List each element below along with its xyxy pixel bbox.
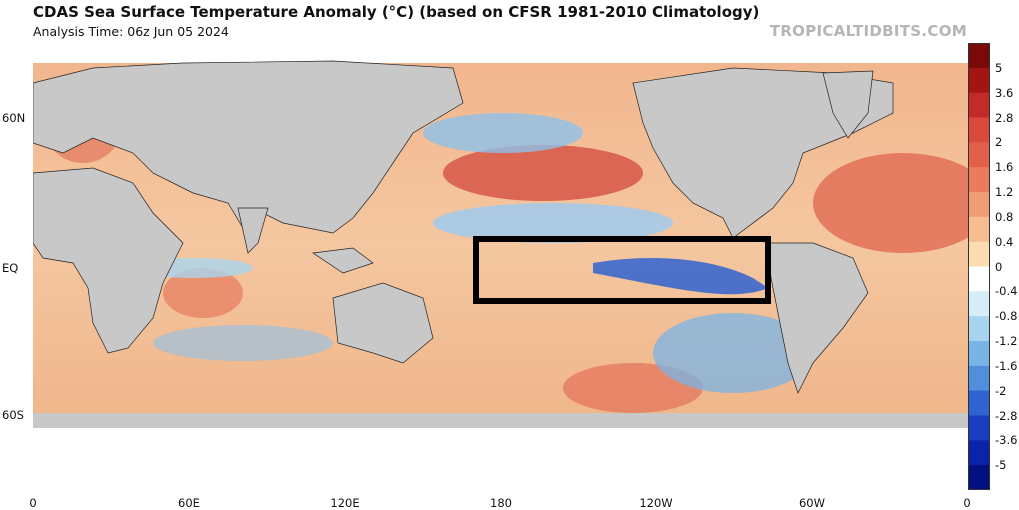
north-pacific-cool-band	[433, 203, 673, 243]
southern-sea-ice	[33, 413, 968, 431]
lon-label-180: 180	[490, 496, 512, 510]
colorbar-tick-label: 2.8	[995, 110, 1014, 125]
colorbar-tick-label: -5	[995, 458, 1007, 473]
colorbar-tick-label: 2	[995, 135, 1003, 150]
lon-label-60w: 60W	[798, 496, 826, 510]
colorbar-tick-label: -2.8	[995, 408, 1018, 423]
colorbar-tick-label: -1.2	[995, 334, 1018, 348]
australia	[332, 282, 434, 364]
nino-region-box	[473, 236, 771, 304]
colorbar-swatch	[968, 92, 990, 118]
colorbar-tick-label: 0.8	[995, 209, 1014, 224]
land	[33, 60, 894, 394]
colorbar-tick-label: 5	[995, 60, 1003, 75]
analysis-time: Analysis Time: 06z Jun 05 2024	[33, 24, 229, 39]
lat-label-60s: 60S	[2, 408, 24, 422]
antarctica	[33, 428, 968, 490]
colorbar-swatch	[968, 365, 990, 392]
lon-label-60e: 60E	[178, 496, 200, 510]
greenland	[822, 70, 874, 139]
colorbar-swatch	[968, 291, 990, 317]
colorbar-swatch	[968, 167, 990, 193]
lon-label-0-east: 0	[963, 496, 971, 510]
lon-label-0: 0	[29, 496, 37, 510]
credit-watermark: TROPICALTIDBITS.COM	[769, 22, 967, 40]
colorbar-tick-label: -0.8	[995, 309, 1018, 324]
lat-label-eq: EQ	[2, 261, 19, 275]
bering-cool-anomaly	[423, 113, 583, 153]
colorbar-swatch	[968, 216, 990, 243]
south-america	[767, 242, 869, 394]
indian-ocean-warm-anomaly	[163, 268, 243, 318]
colorbar-tick-label: 0.4	[995, 234, 1014, 249]
south-indian-cool-band	[153, 325, 333, 361]
colorbar-border	[968, 43, 990, 490]
colorbar-tick-label: 1.6	[995, 160, 1014, 175]
map-title: CDAS Sea Surface Temperature Anomaly (°C…	[33, 3, 760, 21]
india	[237, 207, 269, 254]
colorbar-tick-label: -2	[995, 383, 1007, 398]
sst-anomaly-map	[33, 43, 968, 490]
equatorial-cold-tongue	[593, 258, 768, 295]
colorbar-swatch	[968, 67, 990, 94]
north-pacific-warm-anomaly	[443, 145, 643, 201]
colorbar-tick-label: 1.2	[995, 185, 1014, 199]
lon-label-120e: 120E	[330, 496, 360, 510]
lon-label-120w: 120W	[639, 496, 673, 510]
lat-label-60n: 60N	[2, 111, 26, 125]
colorbar-tick-label: 3.6	[995, 85, 1014, 100]
southeast-pacific-cool-anomaly	[653, 313, 813, 393]
colorbar-swatch	[968, 117, 990, 143]
colorbar-swatch	[968, 241, 990, 267]
colorbar-swatch	[968, 465, 990, 490]
colorbar-tick-label: -3.6	[995, 433, 1018, 448]
colorbar-swatch	[968, 43, 990, 69]
indonesia	[312, 247, 374, 274]
colorbar-swatch	[968, 142, 990, 168]
colorbar-swatch	[968, 266, 990, 292]
colorbar-swatch	[968, 316, 990, 342]
colorbar-swatch	[968, 341, 990, 367]
eurasia	[33, 60, 464, 234]
africa	[33, 167, 184, 354]
colorbar-swatch	[968, 390, 990, 416]
colorbar-swatch	[968, 415, 990, 441]
colorbar-tick-label: -1.6	[995, 358, 1018, 373]
colorbar	[968, 43, 990, 490]
colorbar-tick-label: -0.4	[995, 284, 1018, 299]
north-atlantic-warm-anomaly	[813, 153, 968, 253]
colorbar-tick-label: 0	[995, 259, 1003, 274]
colorbar-swatch	[968, 440, 990, 466]
colorbar-swatch	[968, 192, 990, 218]
